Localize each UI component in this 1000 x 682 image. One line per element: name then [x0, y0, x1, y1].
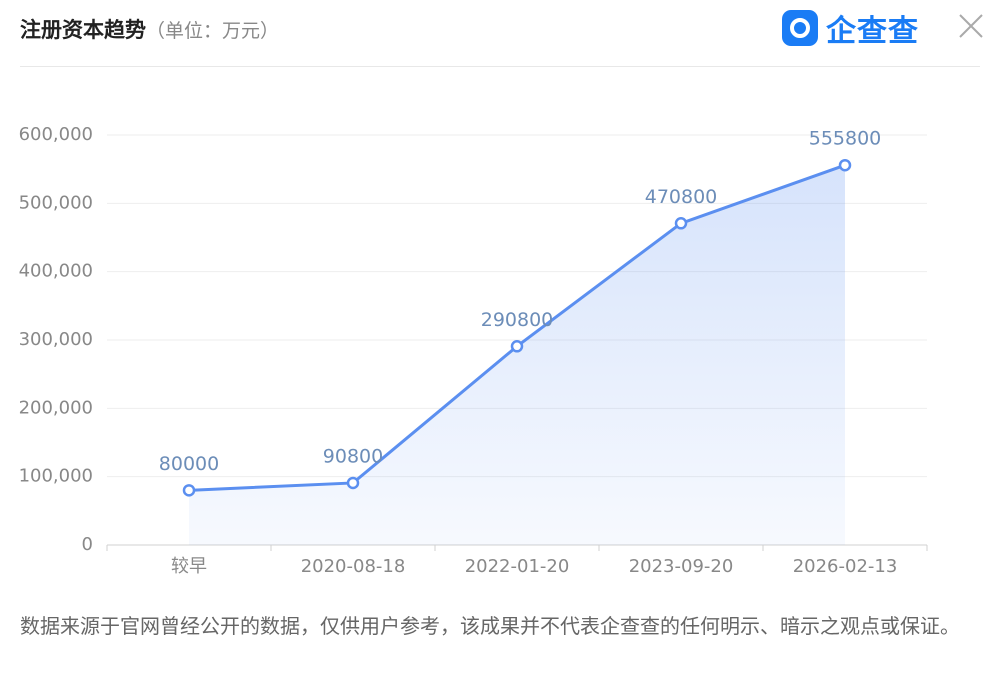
y-tick-label: 300,000 — [19, 329, 93, 350]
point — [346, 476, 360, 490]
area — [189, 165, 845, 545]
header: 注册资本趋势（单位：万元） — [20, 14, 279, 44]
close-button[interactable] — [959, 14, 983, 38]
point — [510, 340, 524, 353]
data-label: 470800 — [645, 186, 718, 208]
y-tick-label: 100,000 — [19, 466, 93, 487]
disclaimer: 数据来源于官网曾经公开的数据，仅供用户参考，该成果并不代表企查查的任何明示、暗示… — [20, 614, 960, 638]
title: 注册资本趋势 — [20, 18, 146, 42]
brand-icon — [782, 10, 818, 46]
divider — [20, 66, 980, 67]
x-tick-label: 2022-01-20 — [465, 556, 570, 577]
y-tick-label: 200,000 — [19, 397, 93, 418]
x-tick-label: 2026-02-13 — [793, 556, 898, 577]
brand-name: 企查查 — [826, 14, 919, 49]
y-tick-label: 600,000 — [19, 124, 93, 145]
y-tick-label: 500,000 — [19, 192, 93, 213]
data-label: 555800 — [809, 128, 882, 150]
x-tick-label: 2023-09-20 — [629, 556, 734, 577]
point — [182, 484, 196, 497]
data-label: 80000 — [159, 453, 219, 475]
y-tick-label: 0 — [82, 534, 93, 555]
unit: （单位：万元） — [146, 20, 280, 42]
point — [838, 158, 852, 172]
y-tick-label: 400,000 — [19, 261, 93, 282]
data-label: 90800 — [323, 445, 383, 467]
data-label: 290800 — [481, 309, 554, 331]
x-tick-label: 2020-08-18 — [301, 556, 406, 577]
x-tick-label: 较早 — [171, 556, 207, 577]
brand: 企查查 — [782, 6, 919, 50]
point — [674, 217, 688, 230]
